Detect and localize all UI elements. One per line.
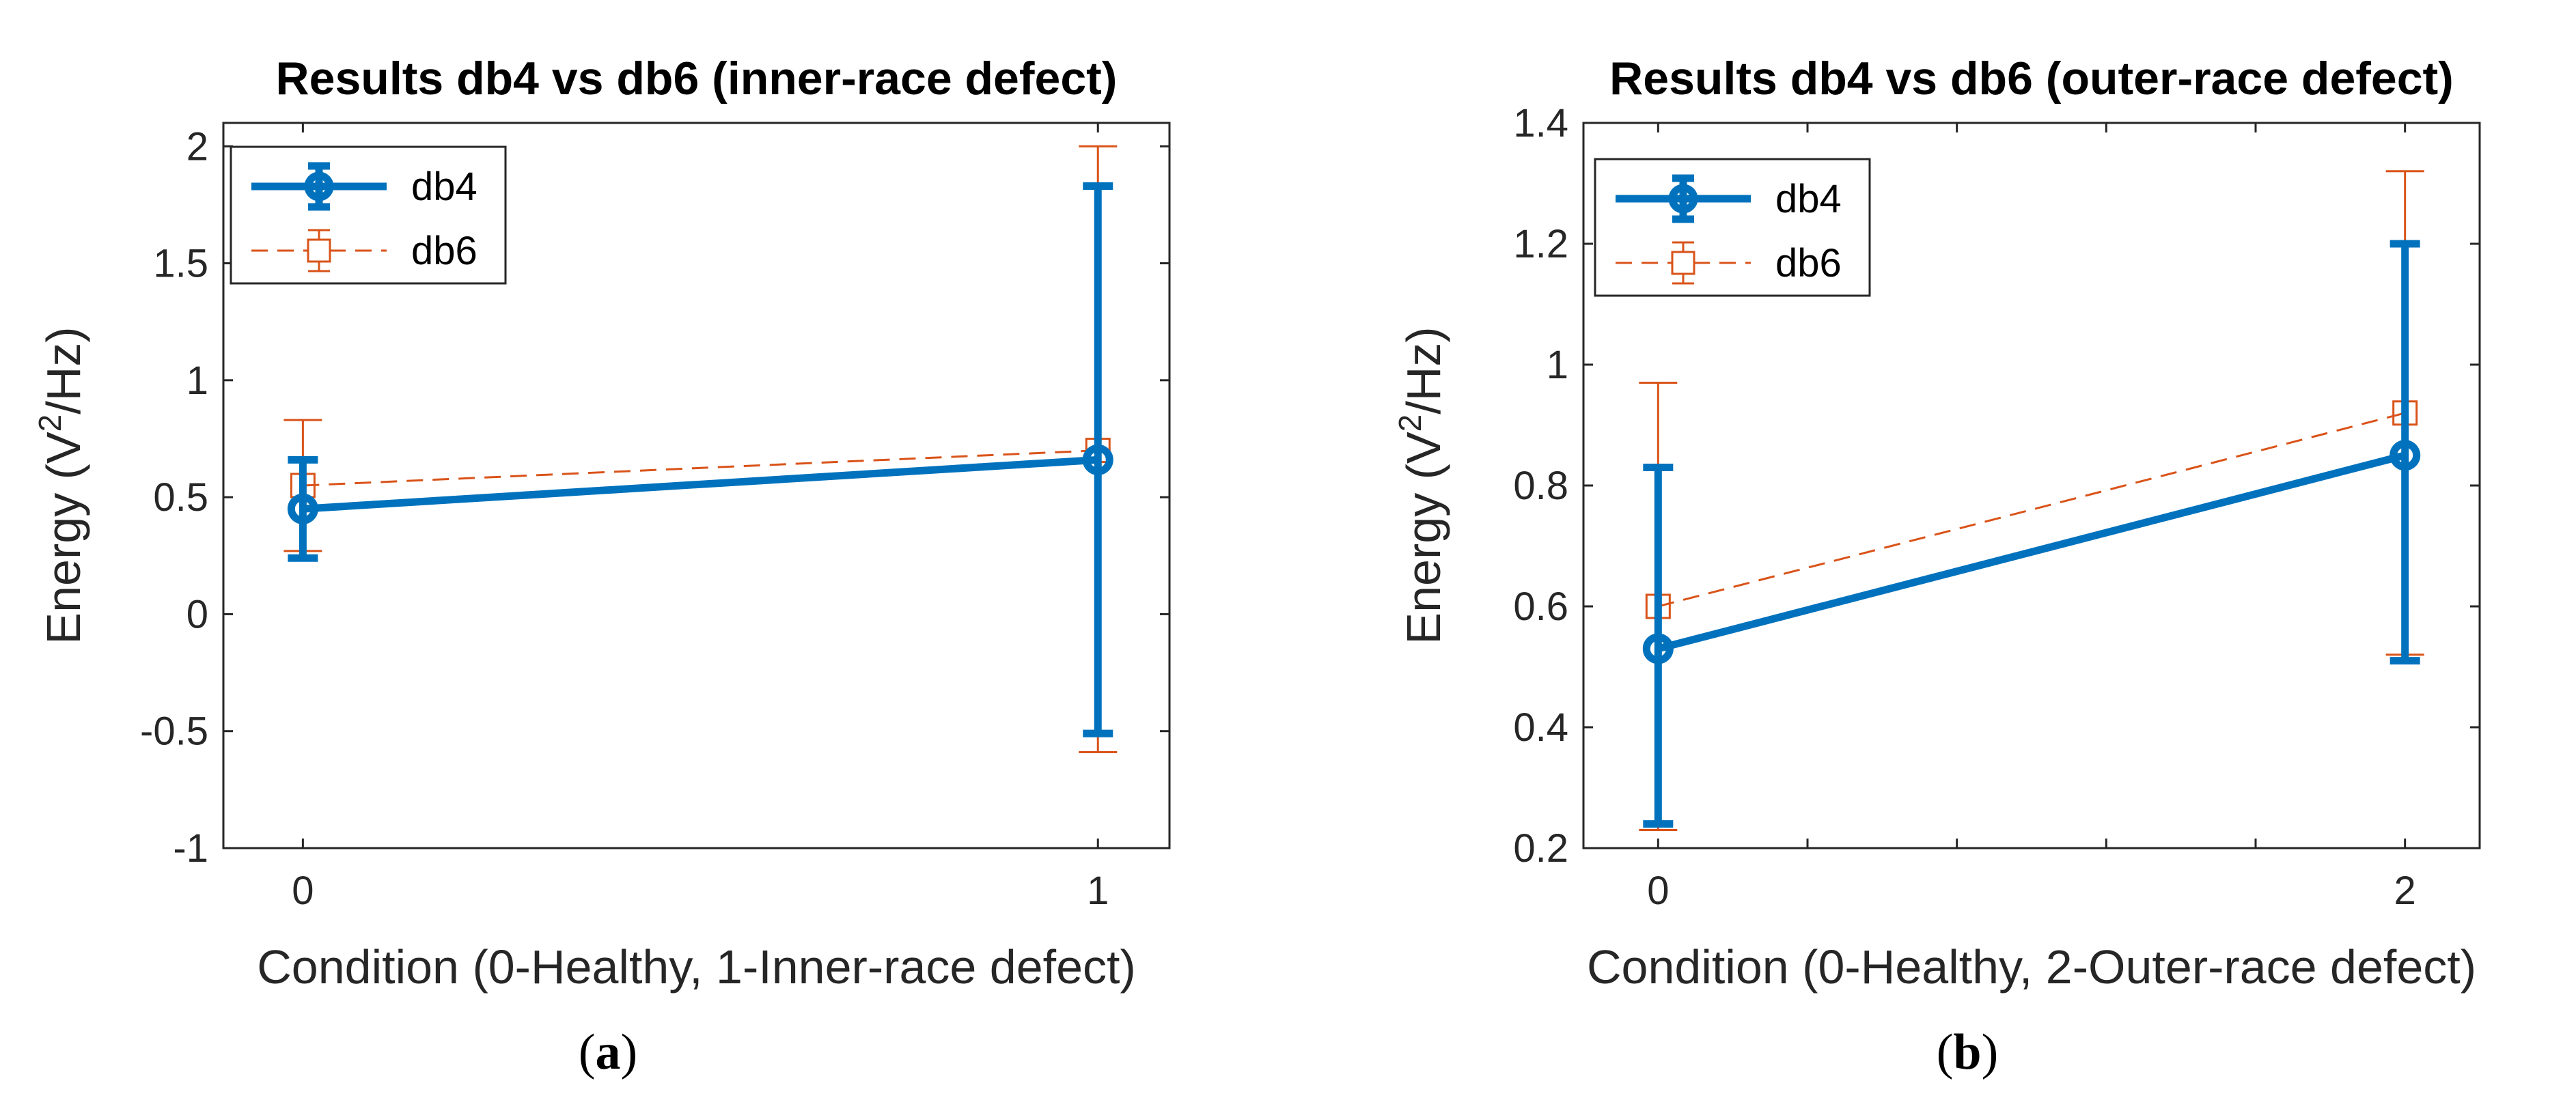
series-line-db4 [1657,451,2407,653]
chart-panel-a: Results db4 vs db6 (inner-race defect) -1… [32,53,1171,1080]
caption-close-paren: ) [1982,1024,1999,1080]
data-point-db4 [1642,633,1674,664]
chart-title: Results db4 vs db6 (inner-race defect) [276,53,1118,104]
legend-marker-db6 [307,238,331,263]
legend-marker-db6 [1671,251,1695,275]
y-axis-label-prefix: Energy (V [37,432,90,645]
y-tick-label: -1 [173,826,208,871]
chart-title: Results db4 vs db6 (outer-race defect) [1609,53,2454,104]
caption-close-paren: ) [621,1024,638,1080]
x-tick-label: 0 [1647,869,1669,913]
x-axis-label: Condition (0-Healthy, 2-Outer-race defec… [1587,940,2476,994]
y-tick-label: 0.6 [1513,585,1568,629]
y-axis-label-suffix: /Hz) [1397,326,1450,414]
chart-panel-b: Results db4 vs db6 (outer-race defect) 0.… [1392,53,2481,1080]
data-point-db4 [2390,440,2421,471]
series-line-db4 [303,455,1098,513]
y-tick-label: -0.5 [140,709,208,754]
x-tick-label: 0 [292,869,314,913]
caption-open-paren: ( [1937,1024,1954,1080]
caption-open-paren: ( [579,1024,596,1080]
y-tick-label: 2 [186,124,208,169]
legend-marker-db4 [1668,184,1698,214]
legend-label-db4: db4 [1775,177,1842,221]
y-tick-label: 1 [186,358,208,403]
data-point-db4 [287,493,318,524]
legend-label-db6: db6 [1775,241,1842,285]
y-tick-label: 1 [1547,343,1568,387]
caption-letter: a [596,1024,621,1080]
x-axis-label: Condition (0-Healthy, 1-Inner-race defec… [257,940,1136,994]
y-tick-label: 1.2 [1513,222,1568,266]
y-axis-label-superscript: 2 [1392,414,1428,432]
y-tick-label: 0.5 [153,475,208,520]
y-axis-label-superscript: 2 [32,414,68,432]
y-axis-label-suffix: /Hz) [37,326,90,414]
legend-marker-db4 [304,171,334,201]
panel-caption: (a) [579,1024,637,1080]
y-tick-label: 0.2 [1513,826,1568,871]
y-tick-label: 1.5 [153,242,208,286]
y-tick-label: 0.8 [1513,464,1568,508]
y-tick-label: 0.4 [1513,705,1568,750]
y-tick-label: 0 [186,592,208,636]
x-tick-label: 1 [1087,869,1109,913]
y-axis-label: Energy (V2/Hz) [1392,326,1450,644]
series-line-db6 [303,449,1098,487]
legend-box [1594,158,1871,297]
y-tick-label: 1.4 [1513,101,1568,145]
series-db4 [287,182,1113,737]
panel-caption: (b) [1937,1024,1998,1080]
caption-letter: b [1953,1024,1981,1080]
legend-label-db6: db6 [411,229,477,273]
legend-box [230,145,507,285]
y-axis-label: Energy (V2/Hz) [32,326,90,644]
series-db4 [1642,240,2421,828]
data-point-db4 [1082,444,1113,475]
y-axis-label-prefix: Energy (V [1397,432,1450,645]
x-tick-label: 2 [2394,869,2416,913]
legend-label-db4: db4 [411,165,477,209]
